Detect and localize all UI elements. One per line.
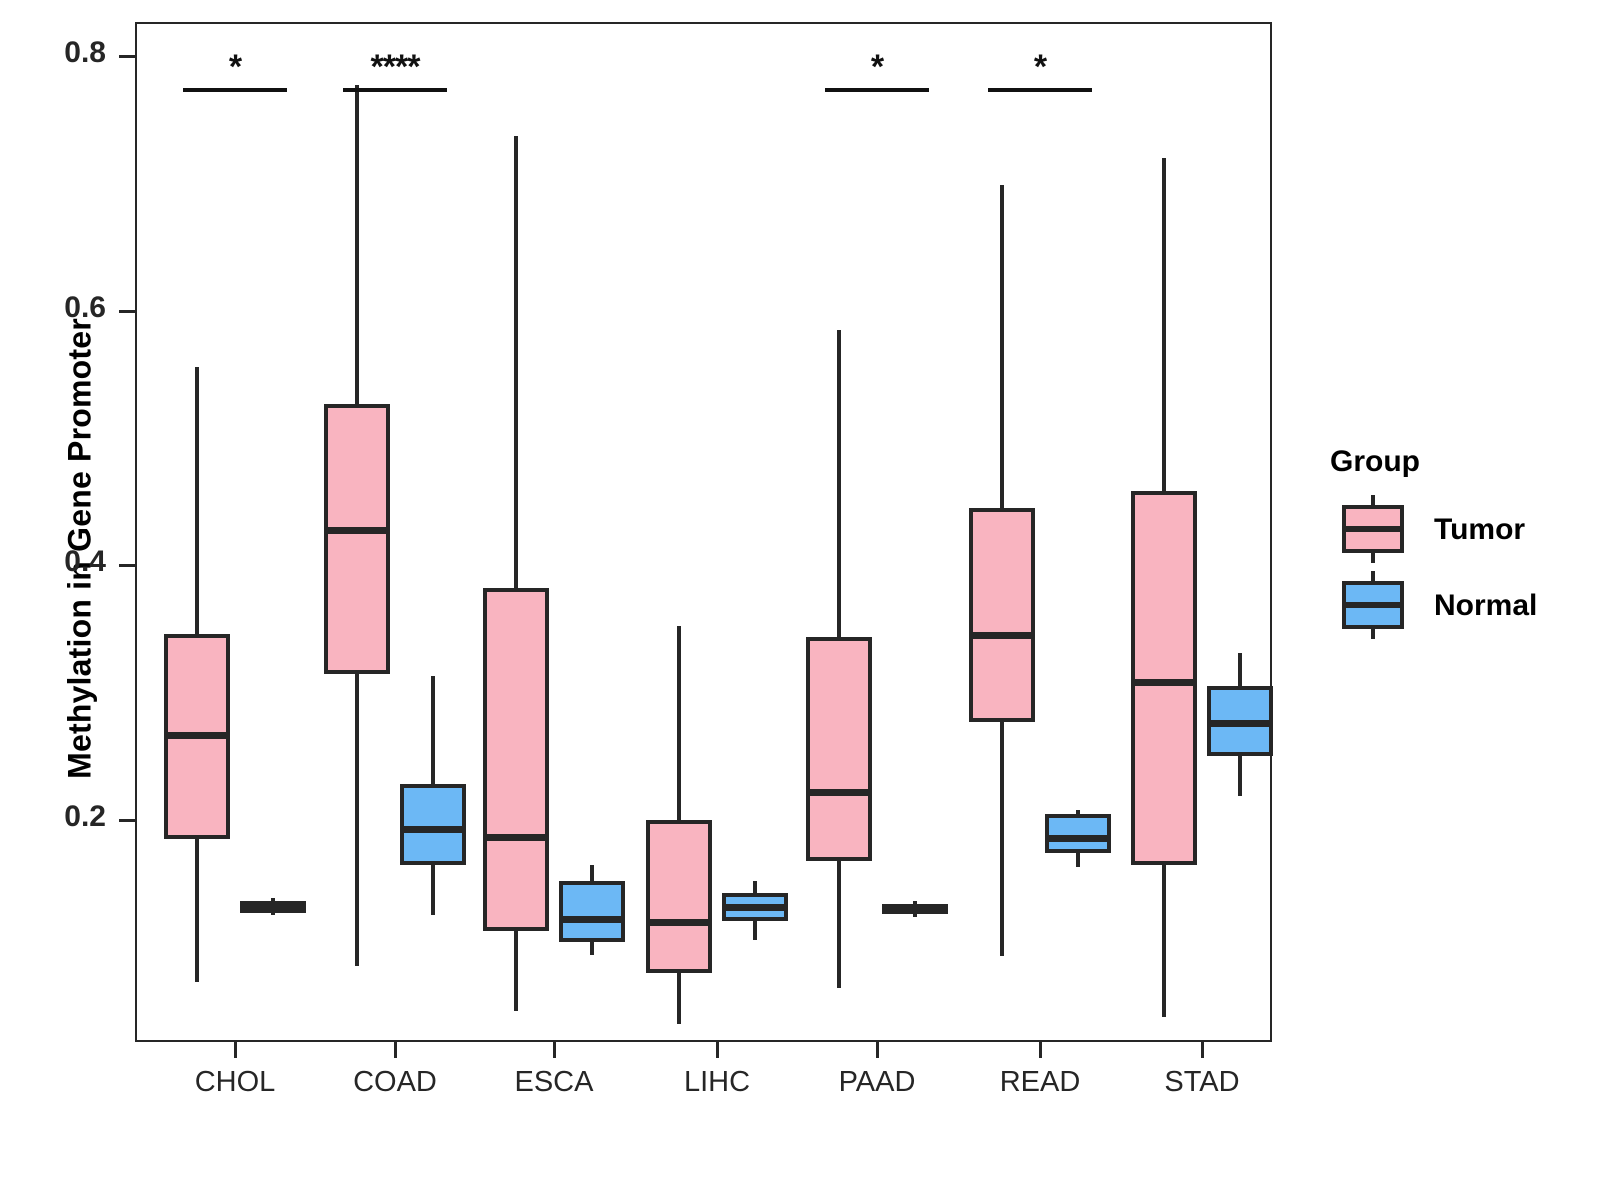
box (806, 636, 872, 861)
y-tick-label: 0.4 (64, 545, 106, 579)
whisker-upper (1238, 653, 1242, 687)
box (1045, 813, 1111, 854)
x-tick-label-coad: COAD (353, 1066, 437, 1098)
median-line (483, 833, 549, 841)
median-line (882, 906, 948, 914)
whisker-lower (837, 860, 841, 989)
whisker-lower (1076, 853, 1080, 868)
whisker-lower (514, 930, 518, 1011)
median-line (164, 731, 230, 739)
y-tick-mark (119, 819, 135, 822)
box (483, 588, 549, 931)
y-tick-label: 0.6 (64, 290, 106, 324)
y-tick-label: 0.8 (64, 36, 106, 69)
whisker-lower (1238, 756, 1242, 796)
whisker-upper (431, 676, 435, 785)
median-line (646, 918, 712, 926)
box (559, 881, 625, 943)
plot-panel (135, 22, 1272, 1042)
whisker-lower (590, 942, 594, 955)
whisker-lower (913, 914, 917, 917)
y-tick-mark (119, 309, 135, 313)
y-tick-label: 0.2 (64, 800, 106, 833)
x-tick-mark (553, 1042, 556, 1058)
significance-bar-paad (825, 87, 929, 92)
whisker-upper (590, 864, 594, 882)
significance-bar-coad (343, 87, 447, 92)
x-tick-label-read: READ (999, 1066, 1081, 1098)
x-tick-label-paad: PAAD (838, 1066, 916, 1098)
x-tick-mark (234, 1042, 237, 1058)
whisker-upper (1162, 157, 1166, 492)
whisker-upper (271, 897, 275, 902)
legend-title: Group (1330, 445, 1420, 478)
median-line (722, 903, 788, 911)
y-tick-mark (119, 564, 135, 568)
x-tick-mark (716, 1042, 719, 1058)
median-line (400, 825, 466, 833)
whisker-upper (1000, 184, 1004, 509)
whisker-upper (1076, 809, 1080, 814)
median-line (1045, 834, 1111, 842)
whisker-lower (753, 920, 757, 940)
whisker-lower (271, 912, 275, 916)
box (1131, 491, 1197, 865)
whisker-upper (753, 881, 757, 893)
whisker-lower (431, 864, 435, 916)
legend-key-median-normal (1342, 602, 1404, 608)
x-tick-mark (1039, 1042, 1042, 1058)
x-tick-label-esca: ESCA (514, 1066, 594, 1098)
median-line (1207, 720, 1273, 728)
whisker-upper (195, 366, 199, 635)
x-tick-mark (394, 1042, 397, 1058)
box (969, 508, 1035, 722)
box (646, 820, 712, 973)
x-tick-label-lihc: LIHC (683, 1066, 751, 1098)
x-tick-mark (1201, 1042, 1204, 1058)
whisker-upper (837, 329, 841, 637)
median-line (324, 526, 390, 534)
significance-label-paad: * (870, 47, 884, 86)
whisker-lower (677, 972, 681, 1024)
significance-label-read: * (1033, 47, 1047, 86)
box (400, 784, 466, 865)
whisker-upper (913, 901, 917, 905)
x-tick-mark (876, 1042, 879, 1058)
box (324, 403, 390, 674)
whisker-upper (514, 136, 518, 589)
whisker-lower (195, 839, 199, 982)
significance-bar-chol (183, 87, 287, 92)
median-line (806, 788, 872, 796)
significance-bar-read (988, 87, 1092, 92)
whisker-upper (355, 85, 359, 404)
x-tick-label-stad: STAD (1164, 1066, 1240, 1098)
x-tick-label-chol: CHOL (194, 1066, 276, 1098)
whisker-lower (355, 673, 359, 967)
median-line (1131, 679, 1197, 687)
median-line (240, 904, 306, 912)
legend-label-tumor: Tumor (1434, 513, 1526, 546)
significance-label-coad: **** (370, 47, 421, 86)
legend-label-normal: Normal (1434, 589, 1538, 622)
median-line (559, 916, 625, 924)
whisker-lower (1162, 864, 1166, 1018)
median-line (969, 632, 1035, 640)
whisker-upper (677, 626, 681, 820)
significance-label-chol: * (228, 47, 242, 86)
y-tick-mark (119, 55, 135, 58)
legend-key-median-tumor (1342, 526, 1404, 532)
whisker-lower (1000, 721, 1004, 957)
